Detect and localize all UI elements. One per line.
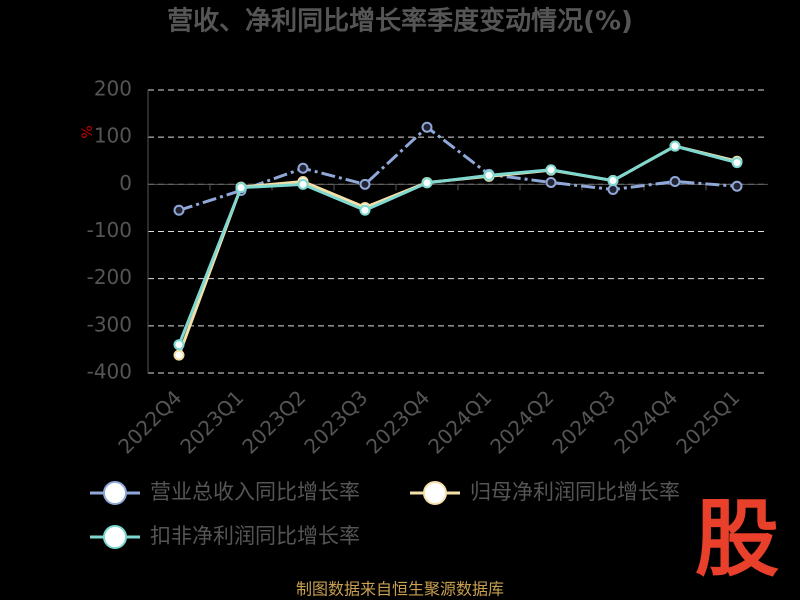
x-tick-label: 2023Q4 xyxy=(361,385,434,458)
source: 制图数据来自恒生聚源数据库 xyxy=(296,580,504,599)
x-tick-label: 2024Q2 xyxy=(485,385,558,458)
series-line xyxy=(177,144,738,356)
data-point xyxy=(669,176,681,188)
data-point xyxy=(297,178,309,190)
data-point xyxy=(669,140,681,152)
data-point xyxy=(421,177,433,189)
legend-marker xyxy=(103,481,127,505)
data-point xyxy=(359,178,371,190)
data-point xyxy=(483,169,495,181)
y-tick-label: -200 xyxy=(87,265,132,289)
y-tick-label: 0 xyxy=(119,171,132,195)
legend-label: 归母净利润同比增长率 xyxy=(470,480,680,504)
x-tick-label: 2024Q4 xyxy=(609,385,682,458)
y-tick-label: -300 xyxy=(87,312,132,336)
x-tick-label: 2022Q4 xyxy=(113,385,186,458)
data-point xyxy=(607,184,619,196)
data-point xyxy=(421,121,433,133)
legend-label: 扣非净利润同比增长率 xyxy=(150,524,360,548)
data-point xyxy=(173,204,185,216)
y-tick-label: -400 xyxy=(87,360,132,384)
y-tick-label: 200 xyxy=(94,77,132,101)
y-tick-label: 100 xyxy=(94,124,132,148)
legend-marker xyxy=(103,525,127,549)
data-point xyxy=(731,157,743,169)
data-point xyxy=(297,162,309,174)
x-tick-label: 2023Q3 xyxy=(299,385,372,458)
data-point xyxy=(235,182,247,194)
data-point xyxy=(545,176,557,188)
series-line xyxy=(177,144,738,346)
data-point xyxy=(545,164,557,176)
series-line xyxy=(178,125,738,212)
legend-label: 营业总收入同比增长率 xyxy=(150,480,360,504)
x-tick-label: 2025Q1 xyxy=(671,385,744,458)
data-point xyxy=(173,339,185,351)
legend-marker xyxy=(423,481,447,505)
x-tick-label: 2024Q3 xyxy=(547,385,620,458)
y-axis-label: % xyxy=(80,125,96,138)
data-point xyxy=(731,180,743,192)
chart-title: 营收、净利同比增长率季度变动情况(%) xyxy=(167,6,633,37)
x-tick-label: 2023Q1 xyxy=(175,385,248,458)
y-tick-label: -100 xyxy=(87,218,132,242)
data-point xyxy=(359,204,371,216)
x-tick-label: 2024Q1 xyxy=(423,385,496,458)
x-tick-label: 2023Q2 xyxy=(237,385,310,458)
data-point xyxy=(607,175,619,187)
data-point xyxy=(173,349,185,361)
logo: 股 xyxy=(695,490,779,588)
